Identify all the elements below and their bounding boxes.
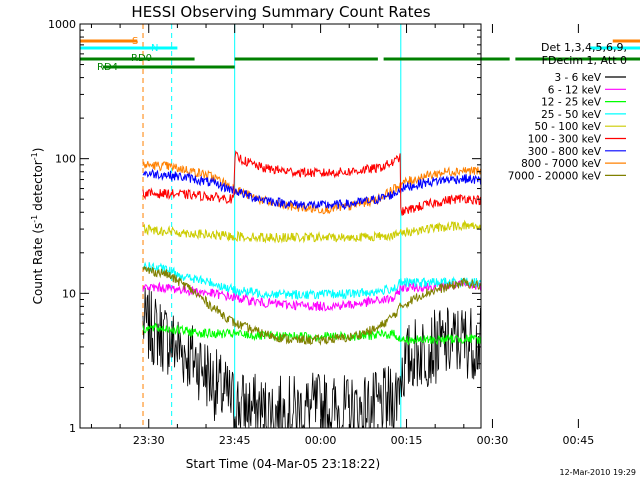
x-axis: 23:30 23:45 00:00 00:15 00:30 00:45 <box>90 24 595 447</box>
flag-label-rd4: RD4 <box>97 62 118 73</box>
legend-header-line: Det 1,3,4,5,6,9, <box>541 41 627 54</box>
x-tick-label: 00:00 <box>305 434 337 447</box>
legend-label-7000-20000-kev: 7000 - 20000 keV <box>508 170 602 182</box>
series-line-50-100-kev <box>142 219 481 244</box>
legend-label-800-7000-kev: 800 - 7000 keV <box>521 158 602 170</box>
series-line-6-12-kev <box>142 279 481 312</box>
flag-label-rd0: RD0 <box>131 53 152 64</box>
x-tick-label: 23:45 <box>219 434 251 447</box>
legend-label-3-6-kev: 3 - 6 keV <box>554 72 601 84</box>
x-tick-label: 00:30 <box>477 434 509 447</box>
legend-label-25-50-kev: 25 - 50 keV <box>541 109 602 121</box>
y-axis: 1 10 100 1000 <box>48 18 481 435</box>
series-line-800-7000-kev <box>142 161 481 215</box>
series-line-100-300-kev <box>142 150 481 216</box>
date-stamp: 12-Mar-2010 19:29 <box>560 468 637 477</box>
series-line-7000-20000-kev <box>142 266 481 346</box>
flag-label-n: N <box>151 43 158 54</box>
legend-label-6-12-kev: 6 - 12 keV <box>548 84 602 96</box>
y-axis-label-sup1: -1 <box>30 215 39 223</box>
plot-frame <box>79 23 482 429</box>
chart-title: HESSI Observing Summary Count Rates <box>131 3 430 21</box>
y-axis-label-end: ) <box>31 148 45 153</box>
legend-label-50-100-kev: 50 - 100 keV <box>534 121 601 133</box>
series-line-25-50-kev <box>142 261 481 300</box>
flag-label-s: S <box>132 36 138 47</box>
y-tick-label: 1 <box>69 422 76 435</box>
legend-label-100-300-kev: 100 - 300 keV <box>528 134 602 146</box>
y-axis-label-main: Count Rate (s <box>31 223 45 305</box>
y-axis-label-sup2: -1 <box>30 152 39 160</box>
x-tick-label: 00:15 <box>391 434 423 447</box>
legend-label-12-25-kev: 12 - 25 keV <box>541 97 602 109</box>
legend: Det 1,3,4,5,6,9,FDecim 1, Att 0 3 - 6 keV… <box>508 41 627 182</box>
time-markers <box>80 24 402 428</box>
y-tick-label: 10 <box>62 287 76 300</box>
series-line-12-25-kev <box>142 322 481 346</box>
y-tick-label: 1000 <box>48 18 76 31</box>
x-tick-label: 23:30 <box>133 434 165 447</box>
y-axis-label: Count Rate (s-1 detector-1) <box>30 148 45 305</box>
legend-header-line: FDecim 1, Att 0 <box>542 54 627 67</box>
legend-label-300-800-kev: 300 - 800 keV <box>528 146 602 158</box>
series-line-300-800-kev <box>142 168 481 211</box>
series-line-3-6-kev <box>142 287 481 428</box>
x-tick-label: 00:45 <box>563 434 595 447</box>
y-tick-label: 100 <box>55 153 76 166</box>
series-lines <box>142 150 481 428</box>
x-axis-label: Start Time (04-Mar-05 23:18:22) <box>186 457 380 471</box>
y-axis-label-mid: detector <box>31 160 45 215</box>
